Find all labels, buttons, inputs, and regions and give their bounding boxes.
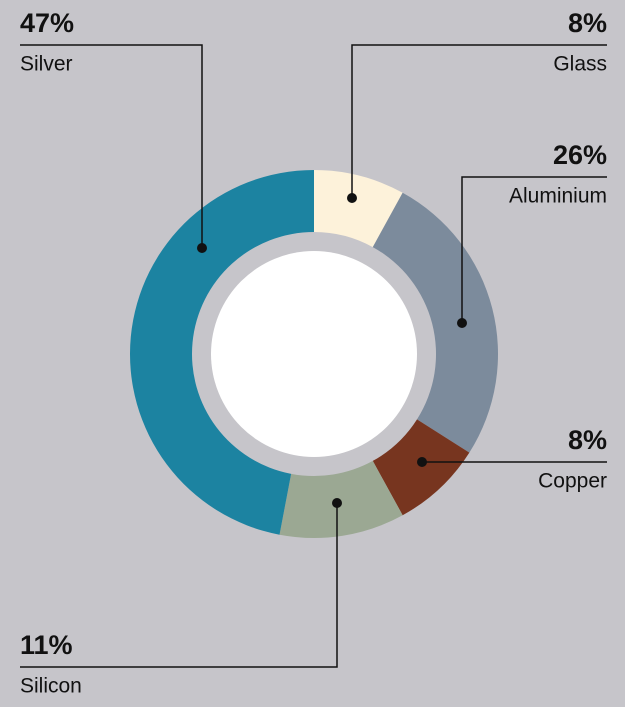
value-label: 8% bbox=[568, 425, 607, 455]
leader-line bbox=[351, 44, 607, 198]
donut-slice bbox=[372, 419, 470, 516]
donut-slice bbox=[314, 170, 403, 248]
leader-line bbox=[20, 44, 203, 248]
value-label: 26% bbox=[553, 140, 607, 170]
donut-slice bbox=[372, 192, 498, 453]
category-label: Copper bbox=[538, 470, 607, 493]
donut-slice bbox=[279, 460, 403, 538]
leader-dot bbox=[332, 498, 342, 508]
value-label: 11% bbox=[20, 630, 73, 660]
leader-dot bbox=[347, 193, 357, 203]
category-label: Silicon bbox=[20, 675, 82, 698]
leader-line bbox=[461, 176, 607, 323]
value-label: 8% bbox=[568, 8, 607, 38]
category-label: Silver bbox=[20, 53, 73, 76]
donut-slice bbox=[129, 170, 314, 535]
leader-dot bbox=[417, 457, 427, 467]
leader-dot bbox=[457, 318, 467, 328]
category-label: Glass bbox=[553, 53, 607, 76]
center-hole bbox=[211, 251, 417, 457]
leader-dot bbox=[197, 243, 207, 253]
category-label: Aluminium bbox=[509, 185, 607, 208]
value-label: 47% bbox=[20, 8, 74, 38]
leader-line bbox=[20, 503, 338, 668]
